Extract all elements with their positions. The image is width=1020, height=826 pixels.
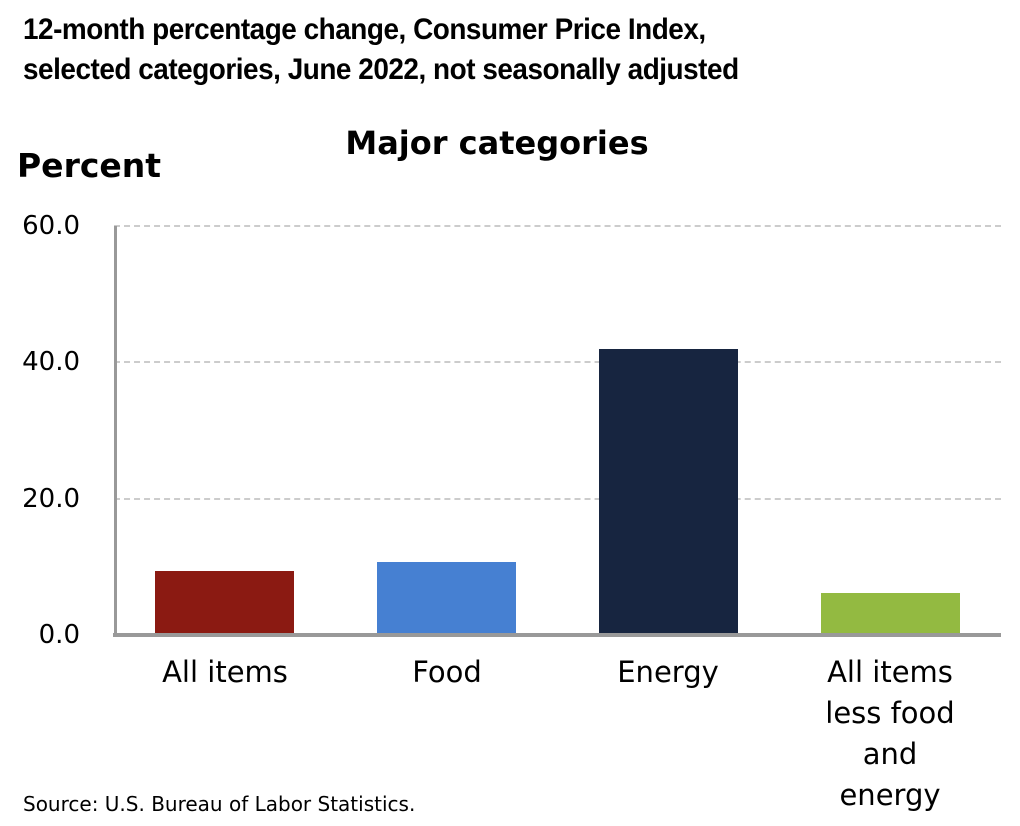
x-axis-line — [113, 633, 1001, 637]
y-tick-label: 0.0 — [38, 620, 80, 650]
chart-title: Major categories — [345, 124, 649, 162]
header-title-line-1: 12-month percentage change, Consumer Pri… — [23, 13, 706, 46]
gridline-20.0 — [114, 497, 1001, 500]
header-title-line-2: selected categories, June 2022, not seas… — [23, 53, 739, 86]
chart-header: 12-month percentage change, Consumer Pri… — [23, 10, 739, 90]
source-note: Source: U.S. Bureau of Labor Statistics. — [23, 792, 416, 816]
x-category-label-all-items: All items — [162, 655, 288, 689]
bar-energy — [599, 349, 738, 633]
y-tick-label: 40.0 — [22, 347, 80, 378]
plot-area — [113, 225, 1001, 637]
y-axis-line — [114, 226, 117, 635]
y-tick-label: 20.0 — [22, 483, 80, 514]
x-category-label-energy: Energy — [617, 655, 719, 689]
y-tick-label: 60.0 — [22, 211, 80, 241]
bar-all-items-less-food-and-energy — [821, 593, 960, 633]
gridline-60.0 — [114, 225, 1001, 227]
x-category-label-all-items-less-food-and-energy: All items less food and energy — [825, 655, 955, 812]
bar-food — [377, 562, 516, 633]
x-category-label-food: Food — [412, 655, 482, 689]
bar-all-items — [155, 571, 294, 633]
gridline-40.0 — [114, 361, 1001, 364]
y-axis-unit-label: Percent — [17, 146, 162, 185]
